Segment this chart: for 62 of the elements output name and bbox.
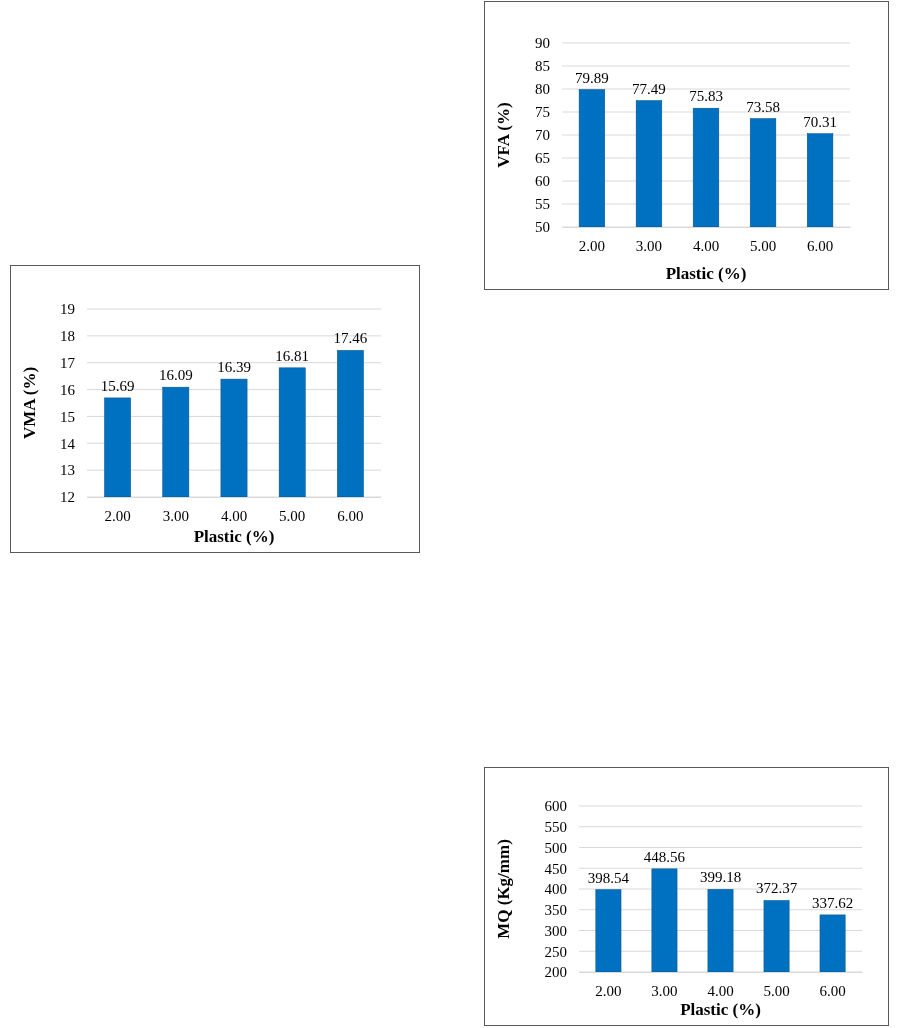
data-label: 16.81 — [275, 347, 310, 364]
y-tick-label: 80 — [535, 81, 550, 98]
y-tick-label: 65 — [535, 150, 550, 167]
y-tick-label: 16 — [60, 381, 76, 398]
y-tick-label: 85 — [535, 58, 550, 75]
y-axis-title: VMA (%) — [20, 366, 39, 440]
x-axis-title: Plastic (%) — [680, 1000, 761, 1019]
data-label: 16.09 — [158, 367, 193, 384]
x-tick-label: 6.00 — [819, 982, 846, 999]
data-label: 73.58 — [746, 98, 780, 115]
y-tick-label: 200 — [544, 964, 567, 981]
y-tick-label: 500 — [544, 839, 567, 856]
x-tick-label: 5.00 — [279, 507, 306, 524]
x-tick-label: 4.00 — [692, 237, 720, 254]
data-label: 448.56 — [643, 848, 686, 865]
y-tick-label: 18 — [60, 328, 75, 345]
y-tick-label: 550 — [544, 819, 567, 836]
data-label: 77.49 — [632, 80, 666, 97]
x-axis-title: Plastic (%) — [193, 527, 275, 546]
data-label: 372.37 — [755, 880, 798, 897]
data-label: 75.83 — [689, 88, 723, 105]
y-tick-label: 60 — [535, 173, 550, 190]
y-tick-label: 13 — [60, 462, 75, 479]
data-label: 398.54 — [587, 869, 630, 886]
y-tick-label: 50 — [535, 219, 550, 236]
x-tick-label: 5.00 — [749, 237, 777, 254]
x-tick-label: 5.00 — [763, 982, 790, 999]
data-label: 79.89 — [575, 69, 609, 86]
y-tick-label: 19 — [60, 301, 75, 318]
data-label: 337.62 — [811, 894, 854, 911]
y-tick-label: 75 — [535, 104, 550, 121]
x-tick-label: 6.00 — [806, 237, 834, 254]
y-tick-label: 55 — [535, 196, 550, 213]
y-tick-label: 17 — [60, 355, 76, 372]
y-tick-label: 600 — [544, 798, 567, 815]
y-tick-label: 15 — [60, 408, 75, 425]
data-label: 16.39 — [217, 359, 251, 376]
x-tick-label: 4.00 — [707, 982, 734, 999]
y-tick-label: 12 — [60, 489, 75, 506]
data-label: 17.46 — [333, 330, 368, 347]
y-tick-label: 14 — [60, 435, 76, 452]
x-tick-label: 4.00 — [220, 507, 248, 524]
y-axis-title: VFA (%) — [494, 102, 513, 168]
x-tick-label: 3.00 — [651, 982, 678, 999]
y-tick-label: 90 — [535, 35, 550, 52]
x-tick-label: 2.00 — [595, 982, 622, 999]
y-tick-label: 70 — [535, 127, 550, 144]
x-tick-label: 2.00 — [578, 237, 606, 254]
y-tick-label: 250 — [544, 943, 567, 960]
y-tick-label: 350 — [544, 902, 567, 919]
y-tick-label: 400 — [544, 881, 567, 898]
x-tick-label: 3.00 — [635, 237, 663, 254]
x-tick-label: 6.00 — [337, 507, 364, 524]
y-axis-title: MQ (Kg/mm) — [494, 839, 513, 939]
data-label: 15.69 — [100, 377, 135, 394]
y-tick-label: 450 — [544, 860, 567, 877]
x-tick-label: 3.00 — [162, 507, 189, 524]
data-label: 70.31 — [803, 113, 837, 130]
y-tick-label: 300 — [544, 922, 567, 939]
x-tick-label: 2.00 — [104, 507, 131, 524]
x-axis-title: Plastic (%) — [665, 264, 747, 283]
data-label: 399.18 — [699, 869, 742, 886]
